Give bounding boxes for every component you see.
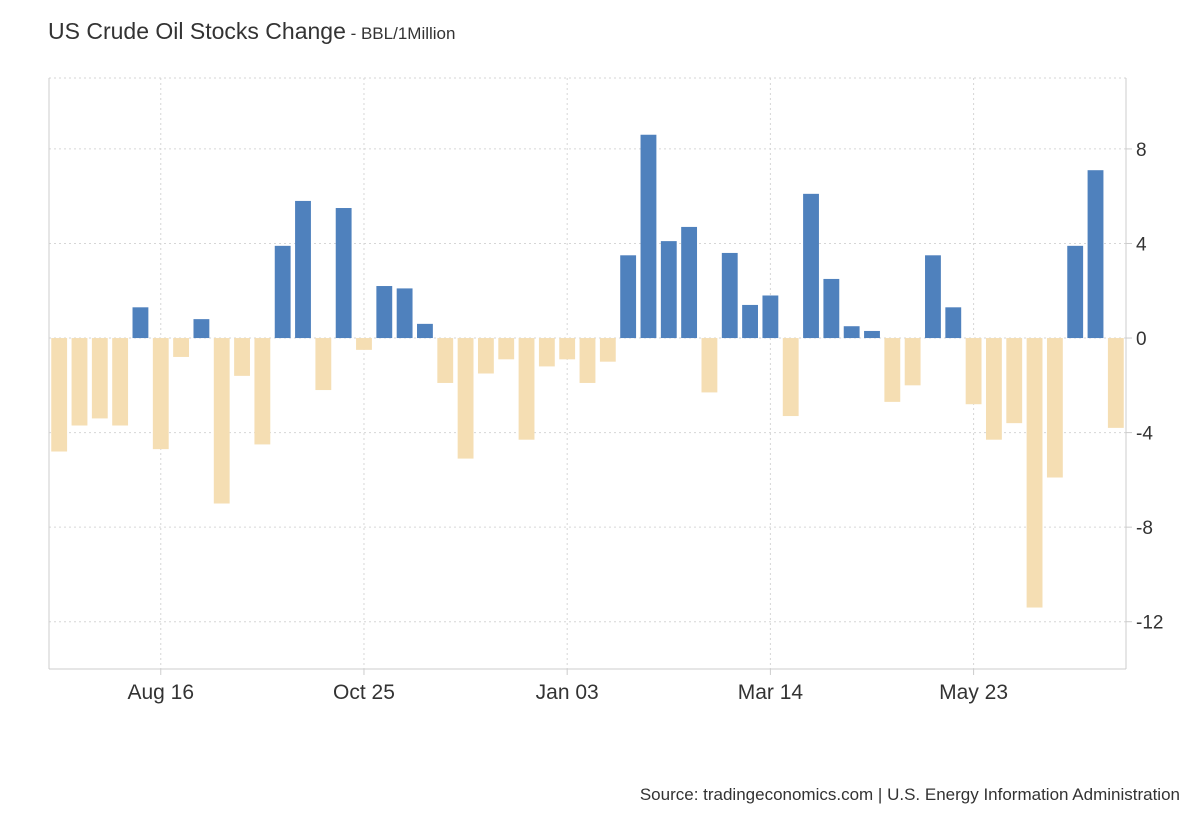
bar	[985, 338, 1002, 440]
bar	[904, 338, 921, 386]
bar	[538, 338, 555, 367]
x-tick-label: Mar 14	[738, 681, 804, 704]
bar	[701, 338, 718, 393]
bar	[335, 208, 352, 339]
bar	[660, 241, 677, 339]
bar	[681, 226, 698, 339]
bar	[620, 255, 637, 339]
bar	[640, 134, 657, 339]
bar	[274, 245, 291, 339]
bar	[782, 338, 799, 417]
bar	[518, 338, 535, 440]
bar	[1067, 245, 1084, 339]
bar	[579, 338, 596, 383]
bar	[742, 304, 758, 339]
bar	[254, 338, 271, 445]
bar	[1006, 338, 1023, 424]
bar	[721, 252, 738, 339]
bar	[213, 338, 230, 504]
bar	[132, 307, 149, 339]
bar	[498, 338, 515, 360]
bar	[315, 338, 332, 391]
y-tick-label: 4	[1136, 234, 1147, 255]
bar	[1107, 338, 1124, 428]
bar	[559, 338, 576, 360]
bar	[295, 200, 311, 339]
bar	[173, 338, 190, 357]
bar	[396, 288, 413, 339]
bar	[864, 330, 880, 339]
y-tick-label: -12	[1136, 613, 1163, 634]
bar	[599, 338, 616, 362]
bar	[1046, 338, 1063, 478]
bar	[823, 278, 840, 339]
bar	[945, 307, 962, 339]
bar	[1026, 338, 1043, 608]
bar	[803, 193, 819, 339]
y-tick-label: 0	[1136, 329, 1147, 350]
bar	[477, 338, 494, 374]
source-note: Source: tradingeconomics.com | U.S. Ener…	[639, 785, 1180, 804]
bar	[437, 338, 454, 383]
y-tick-label: -4	[1136, 424, 1153, 445]
bar	[925, 255, 941, 339]
y-tick-label: -8	[1136, 518, 1153, 539]
y-tick-label: 8	[1136, 140, 1147, 161]
bar	[91, 338, 108, 419]
bar	[356, 338, 372, 350]
bar	[193, 319, 210, 339]
bar	[376, 286, 393, 339]
bar	[1087, 170, 1104, 339]
bar	[112, 338, 129, 426]
bar	[71, 338, 88, 426]
chart-title-text: US Crude Oil Stocks Change	[48, 18, 346, 44]
x-tick-label: Jan 03	[536, 681, 599, 704]
bar	[457, 338, 474, 459]
chart-unit: - BBL/1Million	[345, 24, 456, 43]
chart-title: US Crude Oil Stocks Change - BBL/1Millio…	[48, 18, 455, 45]
bar	[762, 295, 779, 339]
bar	[417, 323, 433, 339]
x-tick-label: Oct 25	[333, 681, 395, 704]
x-tick-label: Aug 16	[127, 681, 194, 704]
bar	[152, 338, 169, 450]
bar	[51, 338, 68, 452]
bar	[843, 326, 860, 339]
bar	[234, 338, 250, 376]
bar	[884, 338, 901, 402]
x-tick-label: May 23	[939, 681, 1008, 704]
bar	[965, 338, 982, 405]
